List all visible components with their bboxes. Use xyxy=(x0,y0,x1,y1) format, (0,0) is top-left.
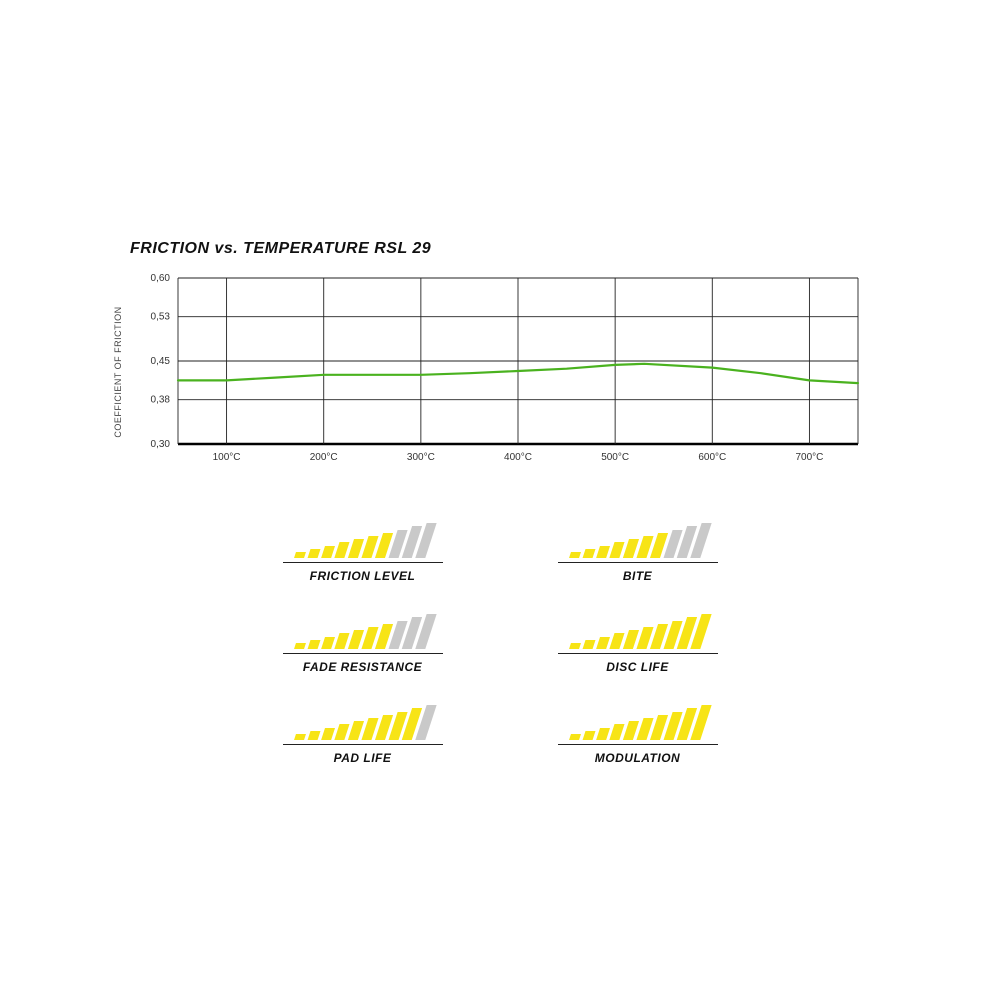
rating-label: FRICTION LEVEL xyxy=(310,569,416,583)
friction-chart: COEFFICIENT OF FRICTION 0,300,380,450,53… xyxy=(130,272,870,472)
svg-text:0,45: 0,45 xyxy=(151,356,171,367)
rating-divider xyxy=(558,562,718,563)
rating-label: PAD LIFE xyxy=(334,751,392,765)
rating-disc-life: DISC LIFE xyxy=(525,613,750,674)
rating-bar xyxy=(609,724,624,740)
rating-bar xyxy=(320,728,334,740)
rating-bar xyxy=(595,637,609,649)
svg-text:0,60: 0,60 xyxy=(151,273,171,284)
rating-bar xyxy=(334,724,349,740)
rating-bar xyxy=(294,734,306,740)
rating-bar xyxy=(569,734,581,740)
rating-label: BITE xyxy=(623,569,652,583)
rating-bar xyxy=(320,546,334,558)
rating-modulation: MODULATION xyxy=(525,704,750,765)
svg-text:500°C: 500°C xyxy=(601,452,629,463)
rating-divider xyxy=(283,653,443,654)
rating-bars xyxy=(295,613,431,649)
rating-pad-life: PAD LIFE xyxy=(250,704,475,765)
svg-text:0,38: 0,38 xyxy=(151,395,171,406)
rating-divider xyxy=(558,744,718,745)
rating-fade-resistance: FADE RESISTANCE xyxy=(250,613,475,674)
rating-bars xyxy=(570,704,706,740)
rating-bar xyxy=(334,542,349,558)
svg-text:0,53: 0,53 xyxy=(151,312,171,323)
rating-bar xyxy=(294,552,306,558)
svg-text:300°C: 300°C xyxy=(407,452,435,463)
rating-bar xyxy=(307,731,320,740)
rating-bar xyxy=(569,643,581,649)
chart-svg: 0,30 0,38 0,45 0,53 0,60 100°C 200°C 300°C 400°C… xyxy=(130,272,870,472)
rating-bar xyxy=(582,549,595,558)
rating-bar xyxy=(307,640,320,649)
rating-bar xyxy=(595,546,609,558)
svg-text:200°C: 200°C xyxy=(310,452,338,463)
rating-bars xyxy=(570,613,706,649)
chart-title: FRICTION vs. TEMPERATURE RSL 29 xyxy=(130,240,870,258)
rating-divider xyxy=(283,744,443,745)
rating-bar xyxy=(320,637,334,649)
rating-bars xyxy=(295,522,431,558)
rating-bite: BITE xyxy=(525,522,750,583)
rating-bar xyxy=(582,640,595,649)
rating-bar xyxy=(334,633,349,649)
rating-bar xyxy=(609,633,624,649)
rating-label: DISC LIFE xyxy=(606,660,669,674)
svg-text:600°C: 600°C xyxy=(698,452,726,463)
rating-bar xyxy=(569,552,581,558)
rating-divider xyxy=(283,562,443,563)
rating-bars xyxy=(570,522,706,558)
svg-text:0,30: 0,30 xyxy=(151,439,171,450)
svg-text:100°C: 100°C xyxy=(213,452,241,463)
svg-text:700°C: 700°C xyxy=(795,452,823,463)
rating-bar xyxy=(294,643,306,649)
rating-divider xyxy=(558,653,718,654)
rating-bar xyxy=(609,542,624,558)
rating-friction-level: FRICTION LEVEL xyxy=(250,522,475,583)
ratings-grid: FRICTION LEVEL BITE FADE RESISTANCE DISC LI… xyxy=(130,522,870,765)
rating-bars xyxy=(295,704,431,740)
rating-bar xyxy=(307,549,320,558)
rating-bar xyxy=(595,728,609,740)
svg-text:400°C: 400°C xyxy=(504,452,532,463)
rating-bar xyxy=(582,731,595,740)
rating-label: FADE RESISTANCE xyxy=(303,660,422,674)
rating-label: MODULATION xyxy=(595,751,680,765)
y-axis-label: COEFFICIENT OF FRICTION xyxy=(113,306,123,437)
